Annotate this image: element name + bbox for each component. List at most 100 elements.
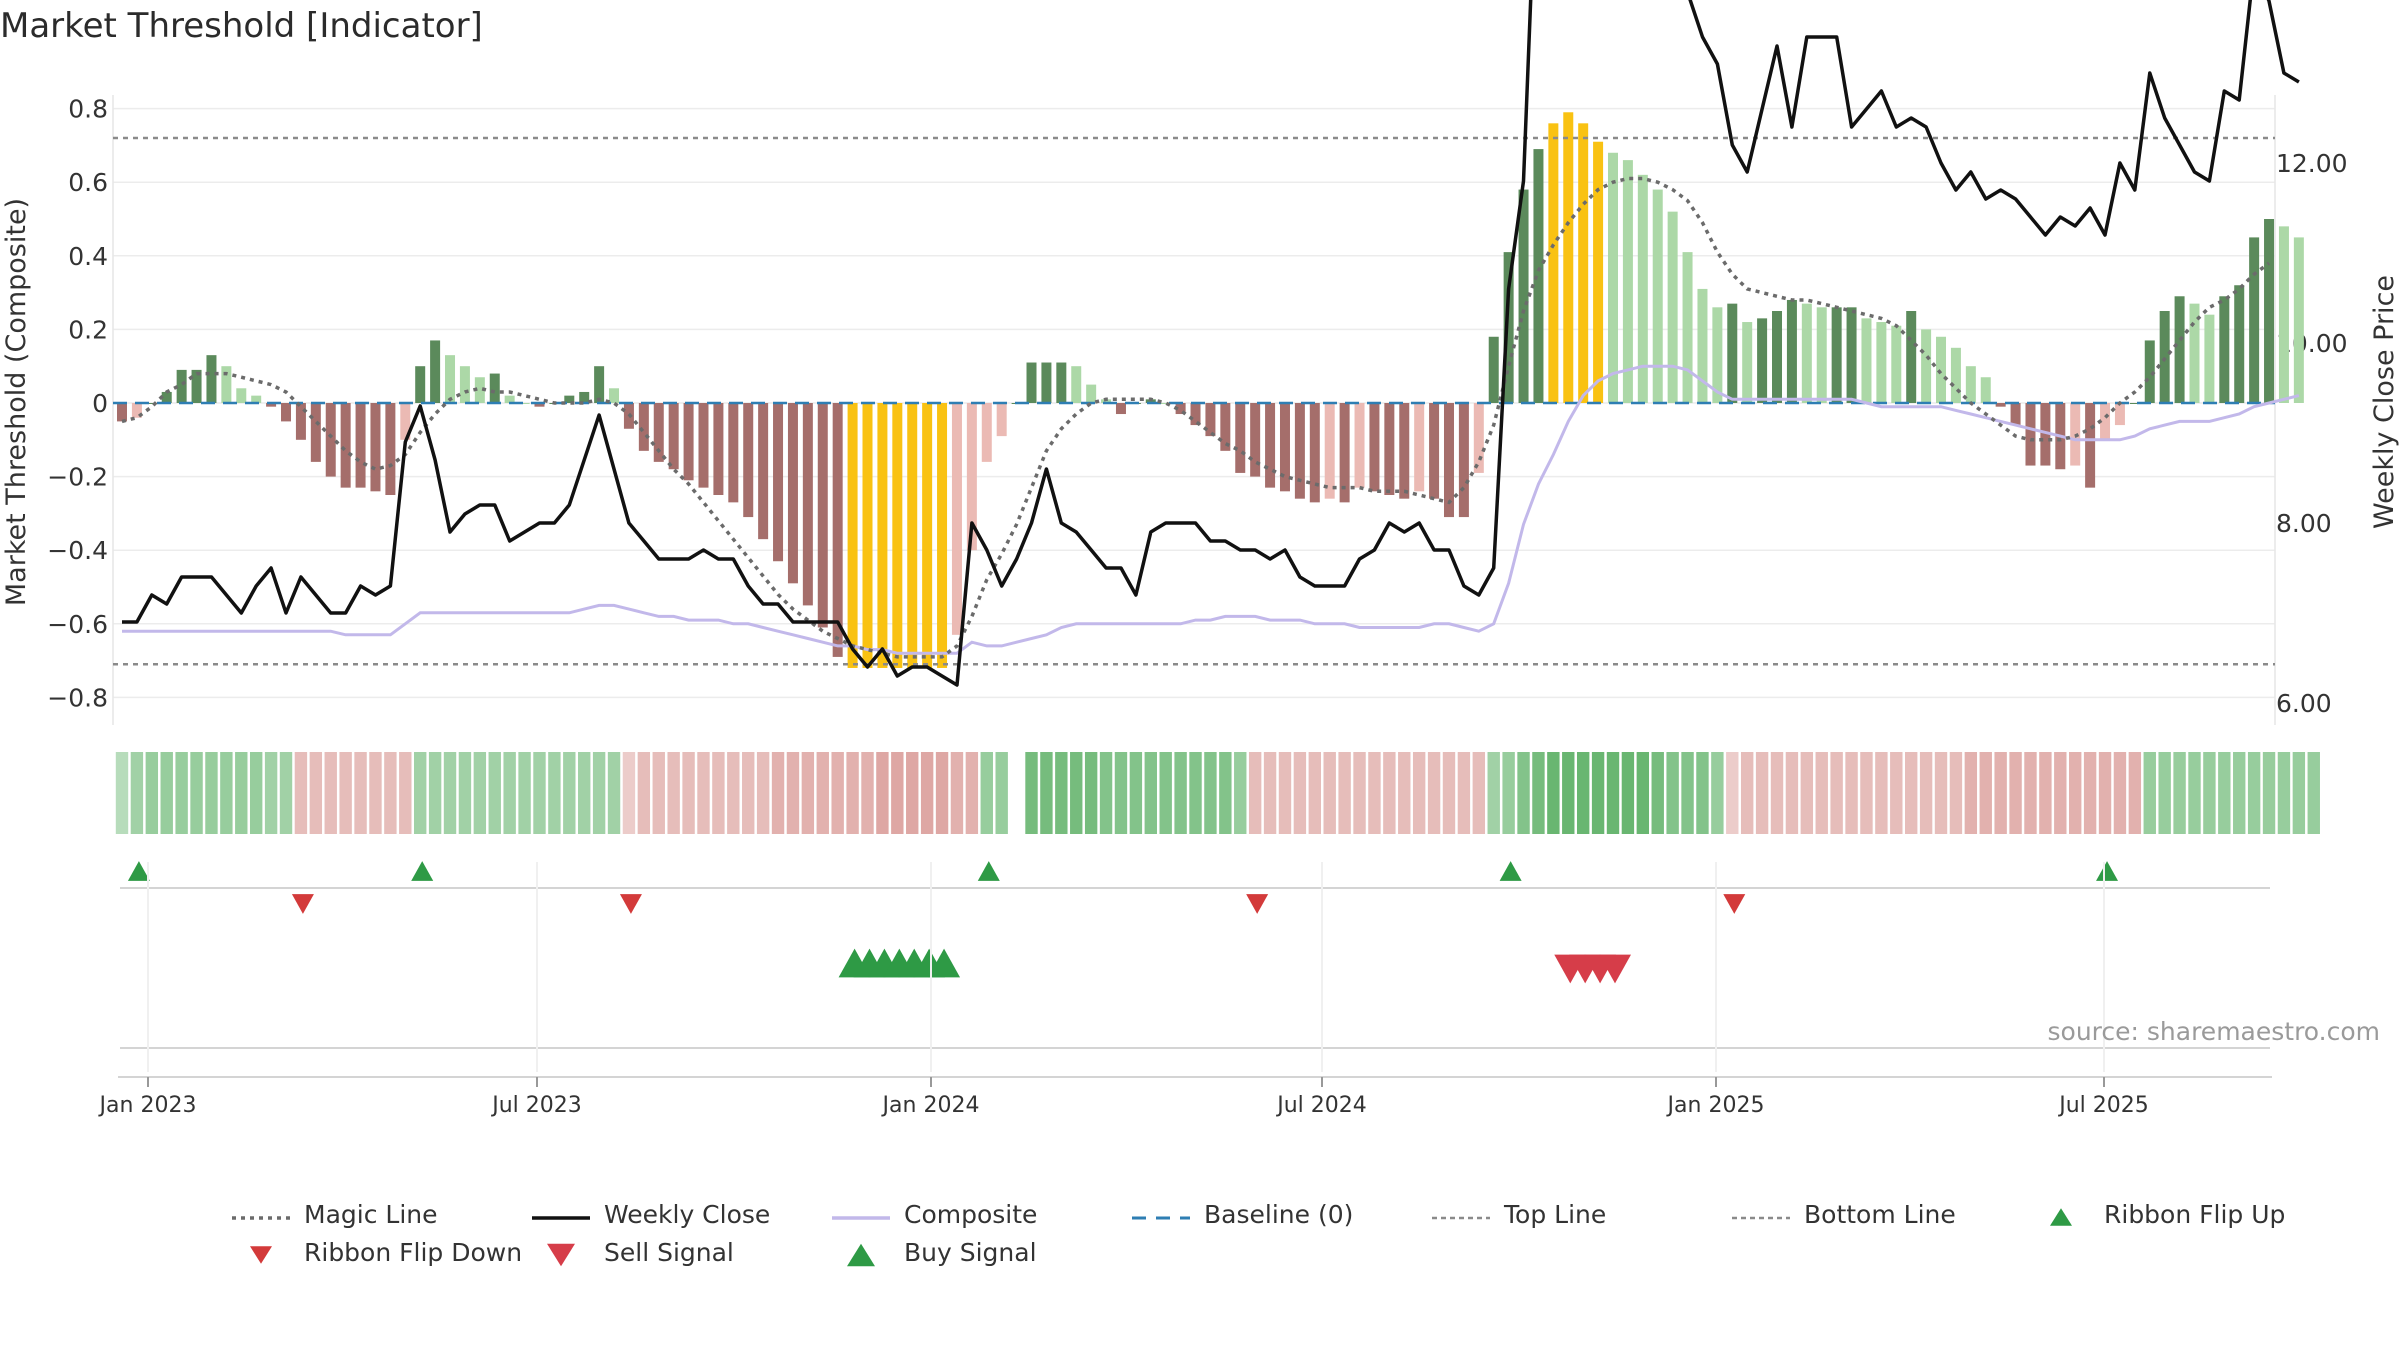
ribbon-cell xyxy=(1905,752,1918,834)
composite-bar xyxy=(743,403,754,518)
composite-bar xyxy=(1772,311,1783,403)
composite-bar xyxy=(2114,403,2125,426)
solid-line-icon xyxy=(530,1205,592,1225)
triangle-up-icon xyxy=(2030,1205,2092,1226)
composite-bar xyxy=(1533,149,1544,403)
composite-bar xyxy=(340,403,351,488)
legend-label: Magic Line xyxy=(304,1200,438,1229)
ribbon-cell xyxy=(279,752,293,834)
composite-bar xyxy=(877,403,888,668)
composite-bar xyxy=(1786,299,1797,403)
ribbon-cell xyxy=(309,752,323,834)
composite-bar xyxy=(206,355,217,403)
composite-bar xyxy=(638,403,649,451)
composite-bar xyxy=(2085,403,2096,488)
composite-bar xyxy=(2249,237,2260,403)
ribbon-cell xyxy=(1025,752,1038,834)
composite-bar xyxy=(1414,403,1425,492)
ribbon-flip-down-marker xyxy=(619,894,642,914)
composite-bar xyxy=(698,403,709,488)
composite-bar xyxy=(415,366,426,403)
ribbon-cell xyxy=(1830,752,1843,834)
ribbon-cell xyxy=(1964,752,1978,834)
composite-bar xyxy=(370,403,381,492)
composite-bar xyxy=(1727,303,1738,403)
composite-bar xyxy=(1980,377,1991,403)
composite-bar xyxy=(1712,307,1723,403)
composite-bar xyxy=(266,403,277,407)
ribbon-cell xyxy=(1785,752,1799,834)
ribbon-cell xyxy=(727,752,740,834)
composite-bar xyxy=(996,403,1007,437)
legend-item: Magic Line xyxy=(230,1200,438,1229)
composite-bar xyxy=(758,403,769,540)
ribbon-cell xyxy=(115,752,129,834)
ribbon-cell xyxy=(1099,752,1113,834)
ribbon-cell xyxy=(1651,752,1664,834)
composite-bar xyxy=(1369,403,1380,492)
triangle-down-icon xyxy=(530,1243,592,1266)
ribbon-cell xyxy=(578,752,591,834)
legend-label: Ribbon Flip Up xyxy=(2104,1200,2286,1229)
composite-bar xyxy=(1518,189,1529,403)
ribbon-cell xyxy=(1666,752,1679,834)
y-tick-label: −0.4 xyxy=(47,536,108,565)
ribbon-cell xyxy=(1487,752,1500,834)
ribbon-cell xyxy=(1726,752,1739,834)
composite-bar xyxy=(1026,362,1037,403)
ribbon-cell xyxy=(2247,752,2261,834)
ribbon-cell xyxy=(1860,752,1873,834)
composite-bar xyxy=(1608,152,1618,403)
composite-bar xyxy=(1309,403,1320,503)
ribbon-cell xyxy=(533,752,546,834)
ribbon-cell xyxy=(1323,752,1336,834)
ribbon-cell xyxy=(637,752,651,834)
composite-bar xyxy=(1324,403,1335,499)
ribbon-flip-up-marker xyxy=(1499,861,1522,881)
ribbon-cell xyxy=(1472,752,1486,834)
ribbon-cell xyxy=(1278,752,1292,834)
composite-bar xyxy=(430,340,441,403)
composite-bar xyxy=(2144,340,2155,403)
composite-bar xyxy=(1757,318,1768,403)
composite-bar xyxy=(1846,307,1857,403)
x-tick-label: Jan 2025 xyxy=(1666,1093,1765,1118)
composite-bar xyxy=(2189,303,2200,403)
triangle-down-icon xyxy=(230,1243,292,1264)
composite-bar xyxy=(355,403,366,488)
triangle-up-icon xyxy=(830,1243,892,1266)
ribbon-flip-down-marker xyxy=(1723,894,1746,914)
composite-bar xyxy=(2278,226,2289,403)
composite-bar xyxy=(1667,211,1678,403)
ribbon-cell xyxy=(2233,752,2246,834)
ribbon-cell xyxy=(2262,752,2276,834)
composite-bar xyxy=(1548,123,1559,403)
ribbon-cell xyxy=(1502,752,1515,834)
composite-bar xyxy=(1473,403,1484,473)
composite-bar xyxy=(1682,252,1693,403)
composite-bar xyxy=(2264,219,2275,403)
light-line-icon xyxy=(830,1205,892,1225)
x-tick-label: Jan 2023 xyxy=(98,1093,197,1118)
composite-bar xyxy=(966,403,977,551)
ribbon-cell xyxy=(2218,752,2231,834)
ribbon-cell xyxy=(607,752,621,834)
y2-tick-label: 8.00 xyxy=(2276,509,2332,538)
y-tick-label: −0.6 xyxy=(47,610,108,639)
ribbon-cell xyxy=(592,752,606,834)
ribbon-cell xyxy=(1308,752,1321,834)
ribbon-cell xyxy=(264,752,278,834)
ribbon-strip xyxy=(115,752,2320,834)
ribbon-cell xyxy=(786,752,800,834)
composite-bar xyxy=(221,366,232,403)
ribbon-cell xyxy=(965,752,979,834)
ribbon-cell xyxy=(294,752,308,834)
composite-bar xyxy=(1622,160,1633,403)
composite-bar xyxy=(1593,141,1604,403)
ribbon-cell xyxy=(518,752,531,834)
ribbon-cell xyxy=(831,752,844,834)
ribbon-cell xyxy=(906,752,919,834)
composite-bar xyxy=(922,403,933,668)
ribbon-cell xyxy=(622,752,636,834)
ribbon-cell xyxy=(2143,752,2156,834)
